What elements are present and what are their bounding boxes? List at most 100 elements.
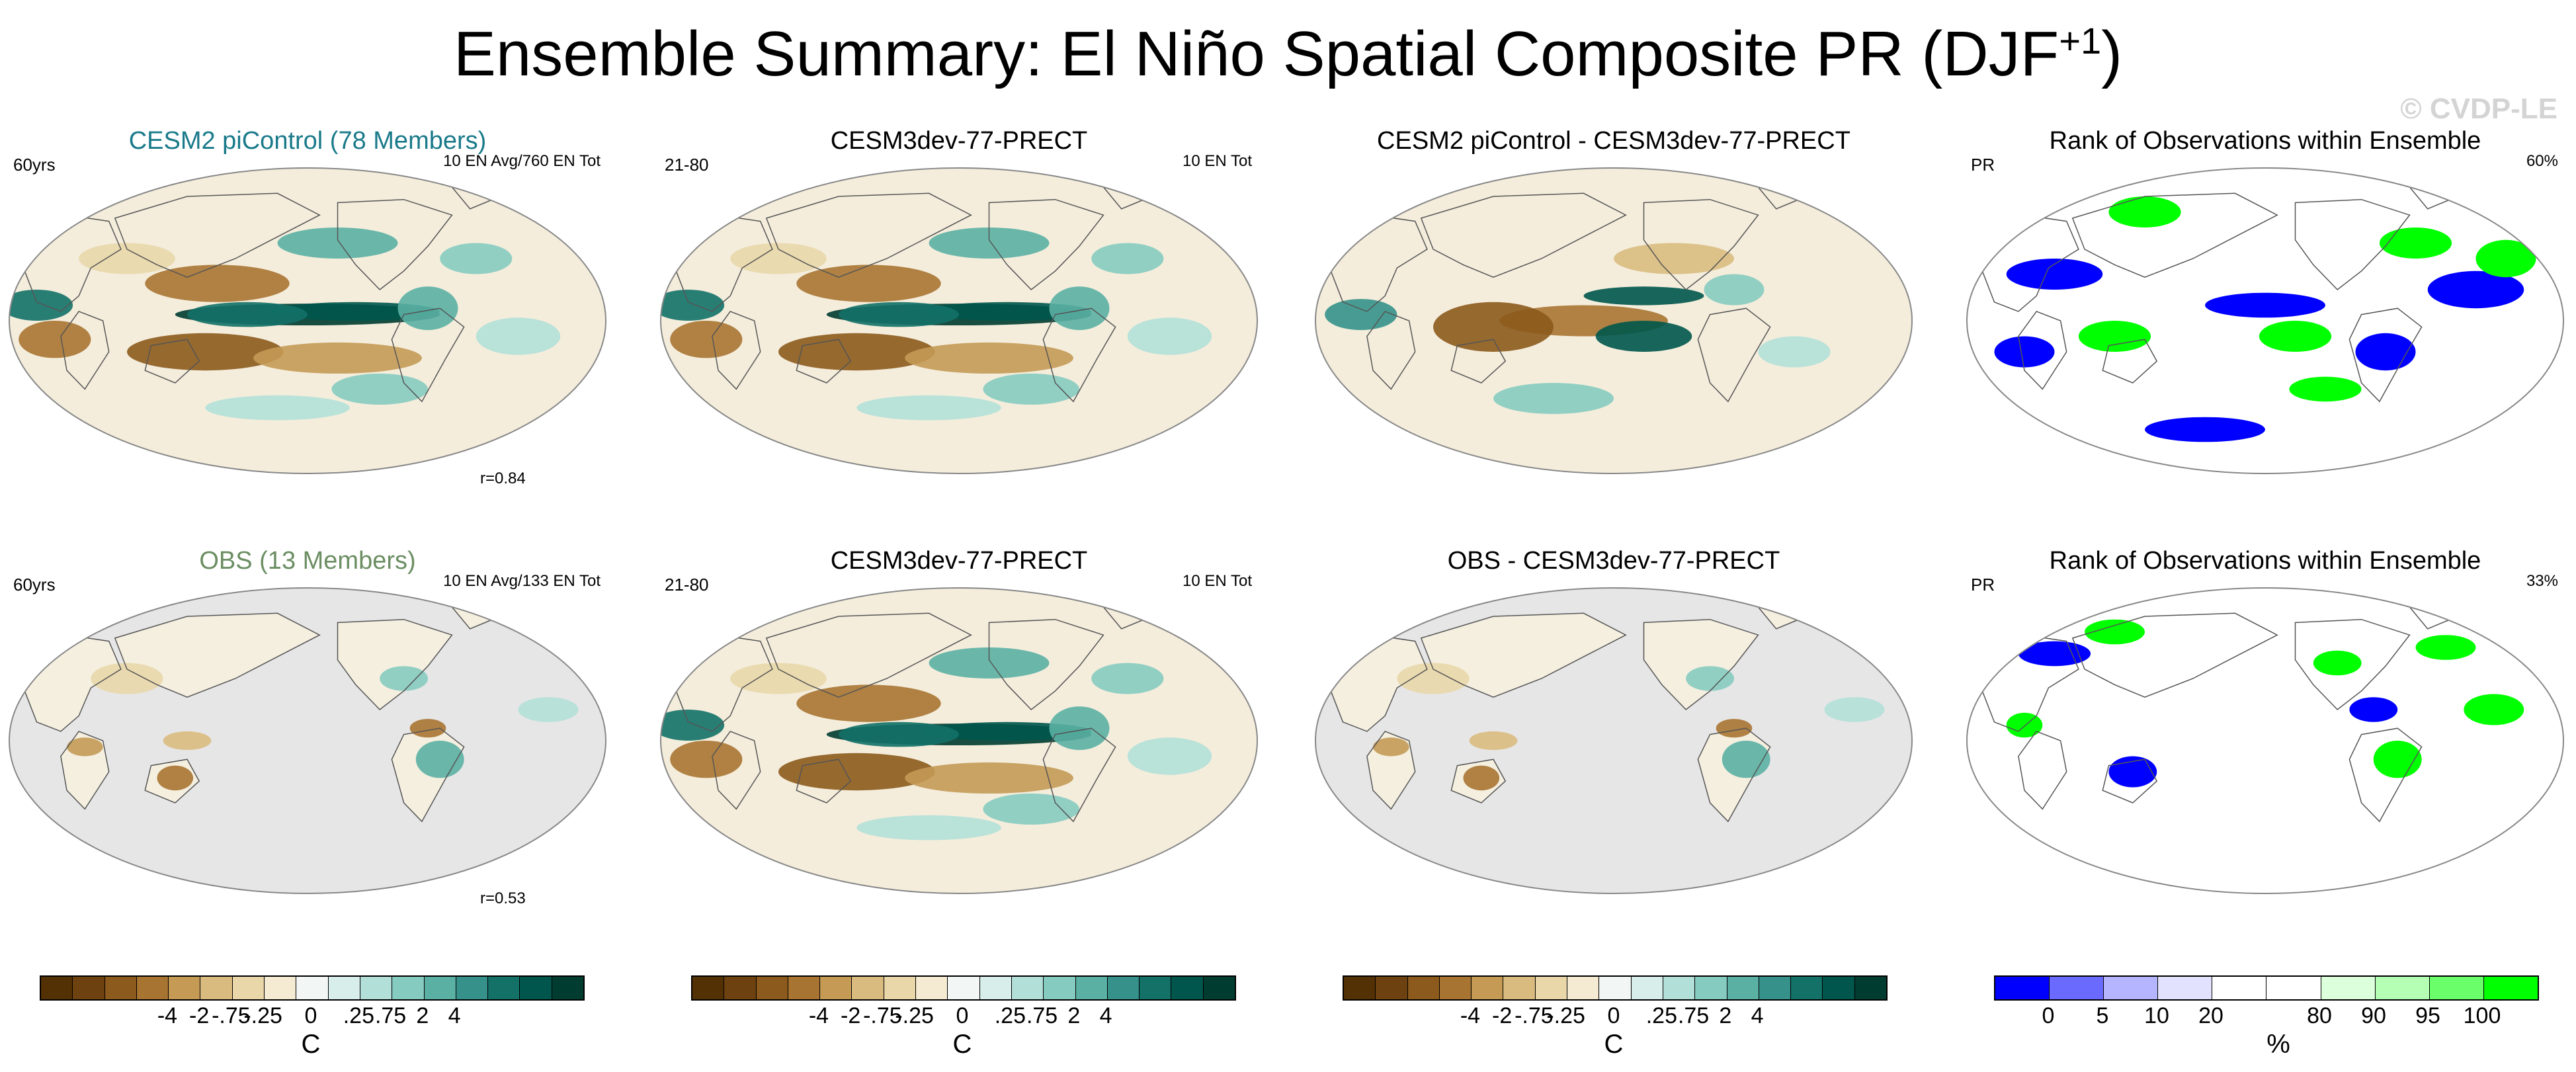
colorbar-tick-label: 100	[2463, 1003, 2501, 1028]
colorbar-swatch	[424, 977, 456, 999]
anomaly-blob	[205, 395, 350, 421]
coastline	[391, 308, 465, 403]
colorbar-3: -4 -2 -.75 -.25 0 .25.75 2 4 C	[1343, 975, 1905, 1059]
colorbar-tick-label: 10	[2144, 1003, 2169, 1028]
watermark: © CVDP-LE	[2400, 93, 2557, 125]
colorbar-swatch	[2212, 977, 2267, 999]
colorbar-tick-label: -4	[157, 1003, 178, 1028]
rank-patch	[2415, 635, 2476, 660]
anomaly-blob	[778, 333, 935, 371]
coastline	[1042, 727, 1116, 823]
anomaly-blob	[730, 243, 827, 274]
coastline	[391, 727, 465, 823]
colorbar-swatch	[1599, 977, 1632, 999]
colorbar-swatch	[756, 977, 788, 999]
colorbar-swatch	[73, 977, 105, 999]
anomaly-blob	[1686, 666, 1734, 691]
panel-title: OBS (13 Members)	[199, 547, 416, 575]
panel-title: CESM3dev-77-PRECT	[830, 127, 1088, 155]
anomaly-blob	[1373, 737, 1409, 757]
map-projection	[1315, 587, 1913, 894]
coastline	[2348, 727, 2423, 823]
colorbar-swatch	[2321, 977, 2376, 999]
coastline	[114, 192, 321, 278]
anomaly-blob	[9, 290, 73, 321]
anomaly-blob	[1469, 731, 1518, 751]
panel-title: Rank of Observations within Ensemble	[2049, 547, 2481, 575]
colorbar-tick-label: 2	[1719, 1003, 1732, 1028]
coastline	[1697, 727, 1771, 823]
colorbar-tick-label: 0	[956, 1003, 969, 1028]
rank-patch	[2475, 239, 2536, 278]
colorbar-tick-label: 80	[2307, 1003, 2332, 1028]
colorbar-tick-label: 0	[2042, 1003, 2055, 1028]
anomaly-blob	[1716, 719, 1753, 738]
rank-patch	[2349, 697, 2398, 722]
pattern-correlation: r=0.84	[480, 470, 526, 487]
rank-patch	[2427, 270, 2524, 309]
anomaly-blob	[1758, 336, 1831, 368]
coastline	[2102, 339, 2158, 384]
coastline	[1366, 310, 1416, 390]
colorbar-tick-label: .75	[1677, 1003, 1710, 1028]
colorbar-tick-label: .25	[994, 1003, 1026, 1028]
colorbar-swatch	[1663, 977, 1696, 999]
anomaly-blob	[929, 227, 1050, 259]
rank-patch	[2373, 741, 2422, 778]
colorbar-swatch	[692, 977, 725, 999]
colorbar-swatch	[2266, 977, 2321, 999]
coastline	[2294, 618, 2411, 711]
colorbar-swatch	[1695, 977, 1727, 999]
panel-3: CESM2 piControl - CESM3dev-77-PRECT	[1313, 126, 1915, 522]
anomaly-blob	[661, 710, 725, 741]
anomaly-blob	[19, 321, 91, 358]
coastline	[675, 634, 773, 732]
anomaly-blob	[1127, 737, 1212, 775]
colorbar-swatch	[2483, 977, 2538, 999]
anomaly-blob	[79, 243, 175, 274]
panel-right-label: 10 EN Tot	[1183, 572, 1252, 590]
coastline	[988, 618, 1104, 711]
anomaly-blob	[661, 290, 725, 321]
rank-patch	[2078, 321, 2151, 352]
anomaly-blob	[1704, 274, 1765, 306]
colorbar-swatch	[2104, 977, 2159, 999]
panel-left-label: 21-80	[665, 155, 709, 175]
anomaly-blob	[1583, 286, 1704, 306]
colorbar-tick-label: 0	[304, 1003, 317, 1028]
colorbar-swatch	[392, 977, 425, 999]
colorbar-swatch	[1631, 977, 1663, 999]
panel-right-label: 33%	[2526, 572, 2558, 590]
coastline	[1981, 214, 2079, 312]
colorbar-swatch	[916, 977, 948, 999]
coastline	[1420, 192, 1627, 278]
colorbar-tick-label: -4	[808, 1003, 829, 1028]
coastline	[1330, 634, 1428, 732]
colorbar-tick-label: -.75	[212, 1003, 251, 1028]
coastline	[337, 198, 453, 291]
colorbar-tick-label: 4	[1099, 1003, 1112, 1028]
coastline	[765, 612, 972, 698]
colorbar-unit: C	[1604, 1030, 1624, 1059]
panel-left-label: 60yrs	[13, 155, 56, 175]
anomaly-blob	[1463, 765, 1500, 791]
coastline	[60, 730, 110, 810]
anomaly-blob	[1722, 741, 1770, 778]
colorbar-swatch	[1439, 977, 1472, 999]
coastline	[1450, 339, 1507, 384]
coastline	[675, 214, 773, 312]
coastline	[712, 310, 761, 390]
coastline	[1981, 634, 2079, 732]
anomaly-blob	[1049, 706, 1110, 751]
anomaly-blob	[1433, 302, 1554, 352]
colorbar-swatch	[1503, 977, 1536, 999]
colorbar-swatch	[1203, 977, 1235, 999]
coastline	[2294, 198, 2411, 291]
anomaly-blob	[253, 342, 422, 374]
colorbar-unit: C	[301, 1030, 321, 1059]
colorbar-tick-label: -.25	[895, 1003, 934, 1028]
colorbar-tick-label: 5	[2096, 1003, 2109, 1028]
map-projection	[660, 587, 1258, 894]
coastline	[988, 198, 1104, 291]
coastline	[337, 618, 453, 711]
